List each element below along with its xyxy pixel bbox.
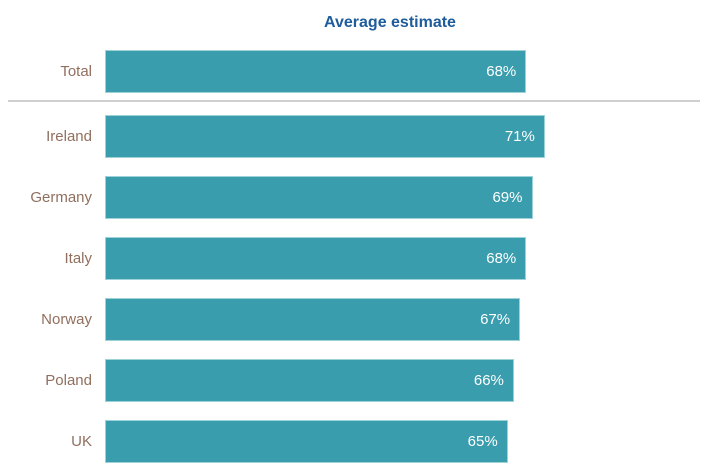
category-label: Total (60, 63, 92, 80)
bar-value-label: 65% (467, 433, 498, 450)
category-label: Ireland (46, 128, 92, 145)
bar-track: 68% (105, 237, 675, 280)
bar-row: Germany 69% (0, 176, 706, 219)
bar-value-label: 71% (504, 128, 535, 145)
bar: 66% (105, 359, 514, 402)
bar: 69% (105, 176, 533, 219)
bar-row: UK 65% (0, 420, 706, 463)
bar-track: 71% (105, 115, 675, 158)
bar-value-label: 68% (486, 250, 517, 267)
bar-value-label: 67% (480, 311, 511, 328)
bar-row: Norway 67% (0, 298, 706, 341)
bar-value-label: 68% (486, 63, 517, 80)
bar-value-label: 69% (492, 189, 523, 206)
separator-line (8, 100, 700, 102)
bar: 71% (105, 115, 545, 158)
bar: 65% (105, 420, 508, 463)
category-label: Norway (41, 311, 92, 328)
bar: 68% (105, 237, 527, 280)
chart-title: Average estimate (324, 14, 456, 31)
category-label: UK (71, 433, 92, 450)
bar-track: 69% (105, 176, 675, 219)
category-label: Italy (64, 250, 92, 267)
bar-row: Total 68% (0, 50, 706, 93)
chart-rows: Total 68% Ireland 71% Germany 69% Italy … (0, 50, 706, 463)
bar: 67% (105, 298, 521, 341)
bar-row: Italy 68% (0, 237, 706, 280)
bar-track: 68% (105, 50, 675, 93)
bar-row: Poland 66% (0, 359, 706, 402)
bar-row: Ireland 71% (0, 115, 706, 158)
bar-track: 65% (105, 420, 675, 463)
category-label: Poland (45, 372, 92, 389)
category-label: Germany (30, 189, 92, 206)
bar: 68% (105, 50, 527, 93)
bar-track: 67% (105, 298, 675, 341)
bar-track: 66% (105, 359, 675, 402)
bar-value-label: 66% (473, 372, 504, 389)
